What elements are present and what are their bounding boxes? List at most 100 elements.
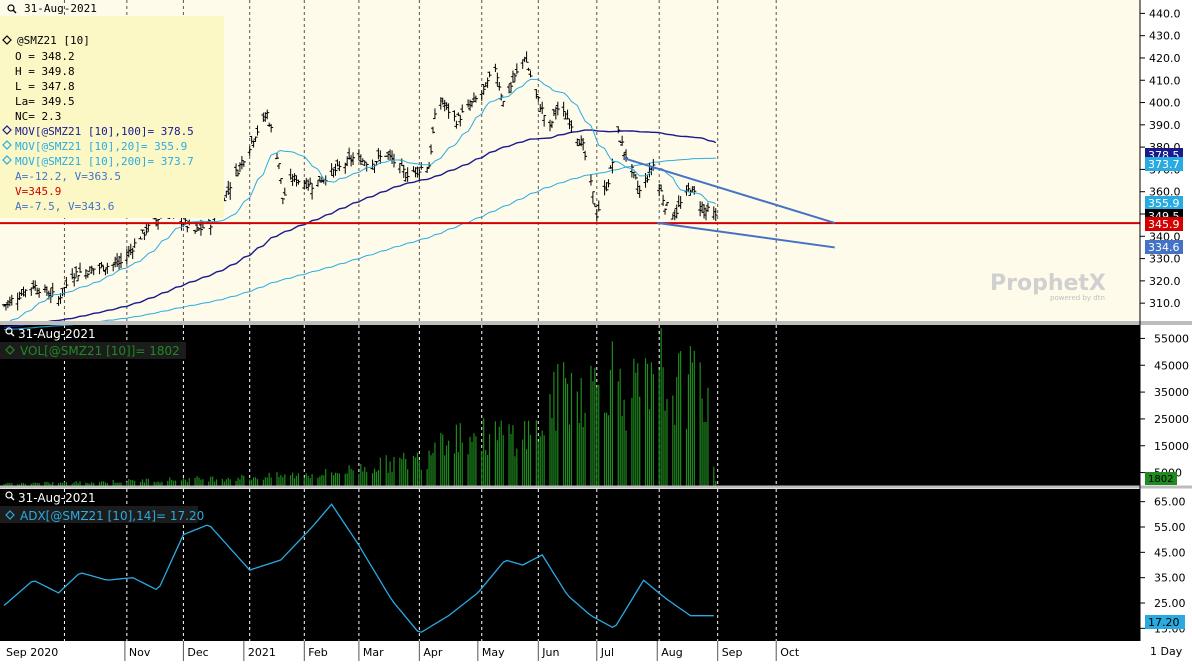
time-tick-label: Apr (423, 646, 443, 659)
trendline-lower-annotation: A=-7.5, V=343.6 (15, 200, 114, 213)
trendline-upper-annotation: A=-12.2, V=363.5 (15, 170, 121, 183)
price-bar (604, 182, 609, 192)
price-bar (401, 164, 406, 178)
trendline-lower[interactable] (657, 221, 835, 249)
price-bar (370, 159, 375, 170)
price-bar (512, 73, 517, 82)
price-bar (452, 110, 457, 122)
adx-tick-label: 35.00 (1154, 572, 1186, 585)
price-bar (333, 163, 338, 176)
price-tick-label: 320.0 (1149, 275, 1181, 288)
price-bar (310, 183, 315, 200)
price-bar (432, 108, 437, 120)
time-tick-label: Sep (722, 646, 743, 659)
price-bar (146, 222, 151, 232)
svg-text:345.9: 345.9 (1148, 218, 1180, 231)
price-bar (569, 120, 574, 134)
price-bar (583, 150, 588, 161)
price-bar (458, 115, 463, 127)
price-bar (282, 187, 287, 196)
price-bar (236, 169, 240, 177)
price-legend: 31-Aug-2021 @SMZ21 [10] O = 348.2 H = 34… (0, 2, 224, 218)
magnifier-icon[interactable] (7, 4, 17, 14)
diamond-icon (2, 125, 12, 135)
price-bar (536, 96, 541, 102)
price-axis-background (1140, 0, 1192, 641)
adx-tick-label: 55.00 (1154, 521, 1186, 534)
volume-tick-label: 45000 (1154, 359, 1189, 372)
magnifier-icon[interactable] (5, 327, 15, 337)
price-bar (156, 219, 161, 230)
price-bar (678, 196, 683, 209)
price-bar (140, 229, 145, 233)
diamond-icon (5, 345, 15, 355)
price-bar (276, 163, 281, 170)
price-bar (663, 208, 668, 215)
price-bar (275, 153, 279, 160)
price-bar (481, 83, 486, 95)
price-tag: 373.7 (1145, 157, 1183, 171)
price-bar (561, 101, 566, 117)
price-bar (362, 160, 367, 167)
adx-legend-label: ADX[@SMZ21 [10],14]= 17.20 (20, 509, 204, 523)
price-bar (473, 95, 478, 103)
price-bar (495, 72, 500, 87)
time-axis-background (0, 641, 1192, 661)
price-bar (278, 178, 283, 184)
time-tick-label: Oct (780, 646, 800, 659)
ohlc-low: L = 347.8 (15, 80, 75, 93)
price-bar (85, 272, 90, 278)
price-bar (247, 146, 252, 156)
prophetx-logo: ProphetX (990, 271, 1106, 296)
price-bar (456, 112, 461, 117)
time-tick-label: Sep 2020 (6, 646, 58, 659)
ohlc-open: O = 348.2 (15, 50, 75, 63)
time-tick-label: Nov (129, 646, 151, 659)
price-bar (596, 200, 601, 212)
price-bar (405, 167, 410, 182)
price-legend-background (0, 16, 224, 218)
price-bar (76, 275, 81, 282)
price-bar (686, 182, 691, 193)
price-bar (705, 202, 710, 213)
volume-legend-label: VOL[@SMZ21 [10]]= 1802 (20, 344, 180, 358)
price-bar (83, 269, 88, 280)
interval-label[interactable]: 1 Day (1150, 645, 1183, 658)
price-tick-label: 390.0 (1149, 119, 1181, 132)
adx-tick-label: 65.00 (1154, 496, 1186, 509)
price-legend-symbol: @SMZ21 [10] (17, 34, 90, 47)
price-bar (674, 204, 679, 219)
price-bar (470, 100, 474, 108)
price-bar (142, 231, 147, 241)
price-bar (446, 103, 451, 119)
trendline-upper[interactable] (623, 157, 835, 224)
volume-legend: 31-Aug-2021 VOL[@SMZ21 [10]]= 1802 (0, 327, 186, 359)
time-tick-label: 2021 (248, 646, 276, 659)
price-bar (487, 71, 492, 78)
price-bar (58, 293, 63, 304)
adx-legend: 31-Aug-2021 ADX[@SMZ21 [10],14]= 17.20 (0, 491, 204, 523)
adx-legend-background (0, 506, 198, 523)
price-tag: 334.6 (1145, 240, 1183, 254)
volume-legend-background (0, 342, 186, 359)
price-bar (239, 156, 244, 170)
diamond-icon (2, 140, 12, 150)
price-bar (91, 268, 96, 276)
adx-legend-date: 31-Aug-2021 (18, 491, 96, 505)
price-tag: 355.9 (1145, 196, 1183, 210)
time-tick-label: Aug (661, 646, 682, 659)
price-bar (378, 150, 383, 164)
price-bar (37, 287, 42, 298)
magnifier-icon[interactable] (5, 491, 15, 501)
price-bar (493, 63, 498, 73)
price-bar (581, 138, 586, 151)
price-bar (265, 109, 270, 120)
price-bar (510, 70, 515, 83)
time-axis: Sep 2020 Nov Dec 2021 Feb Mar Apr May Jun Jul Aug S… (6, 641, 800, 661)
price-bar (415, 166, 420, 178)
price-bar (637, 185, 642, 198)
price-bar (74, 266, 79, 278)
ohlc-last: La= 349.5 (15, 95, 75, 108)
